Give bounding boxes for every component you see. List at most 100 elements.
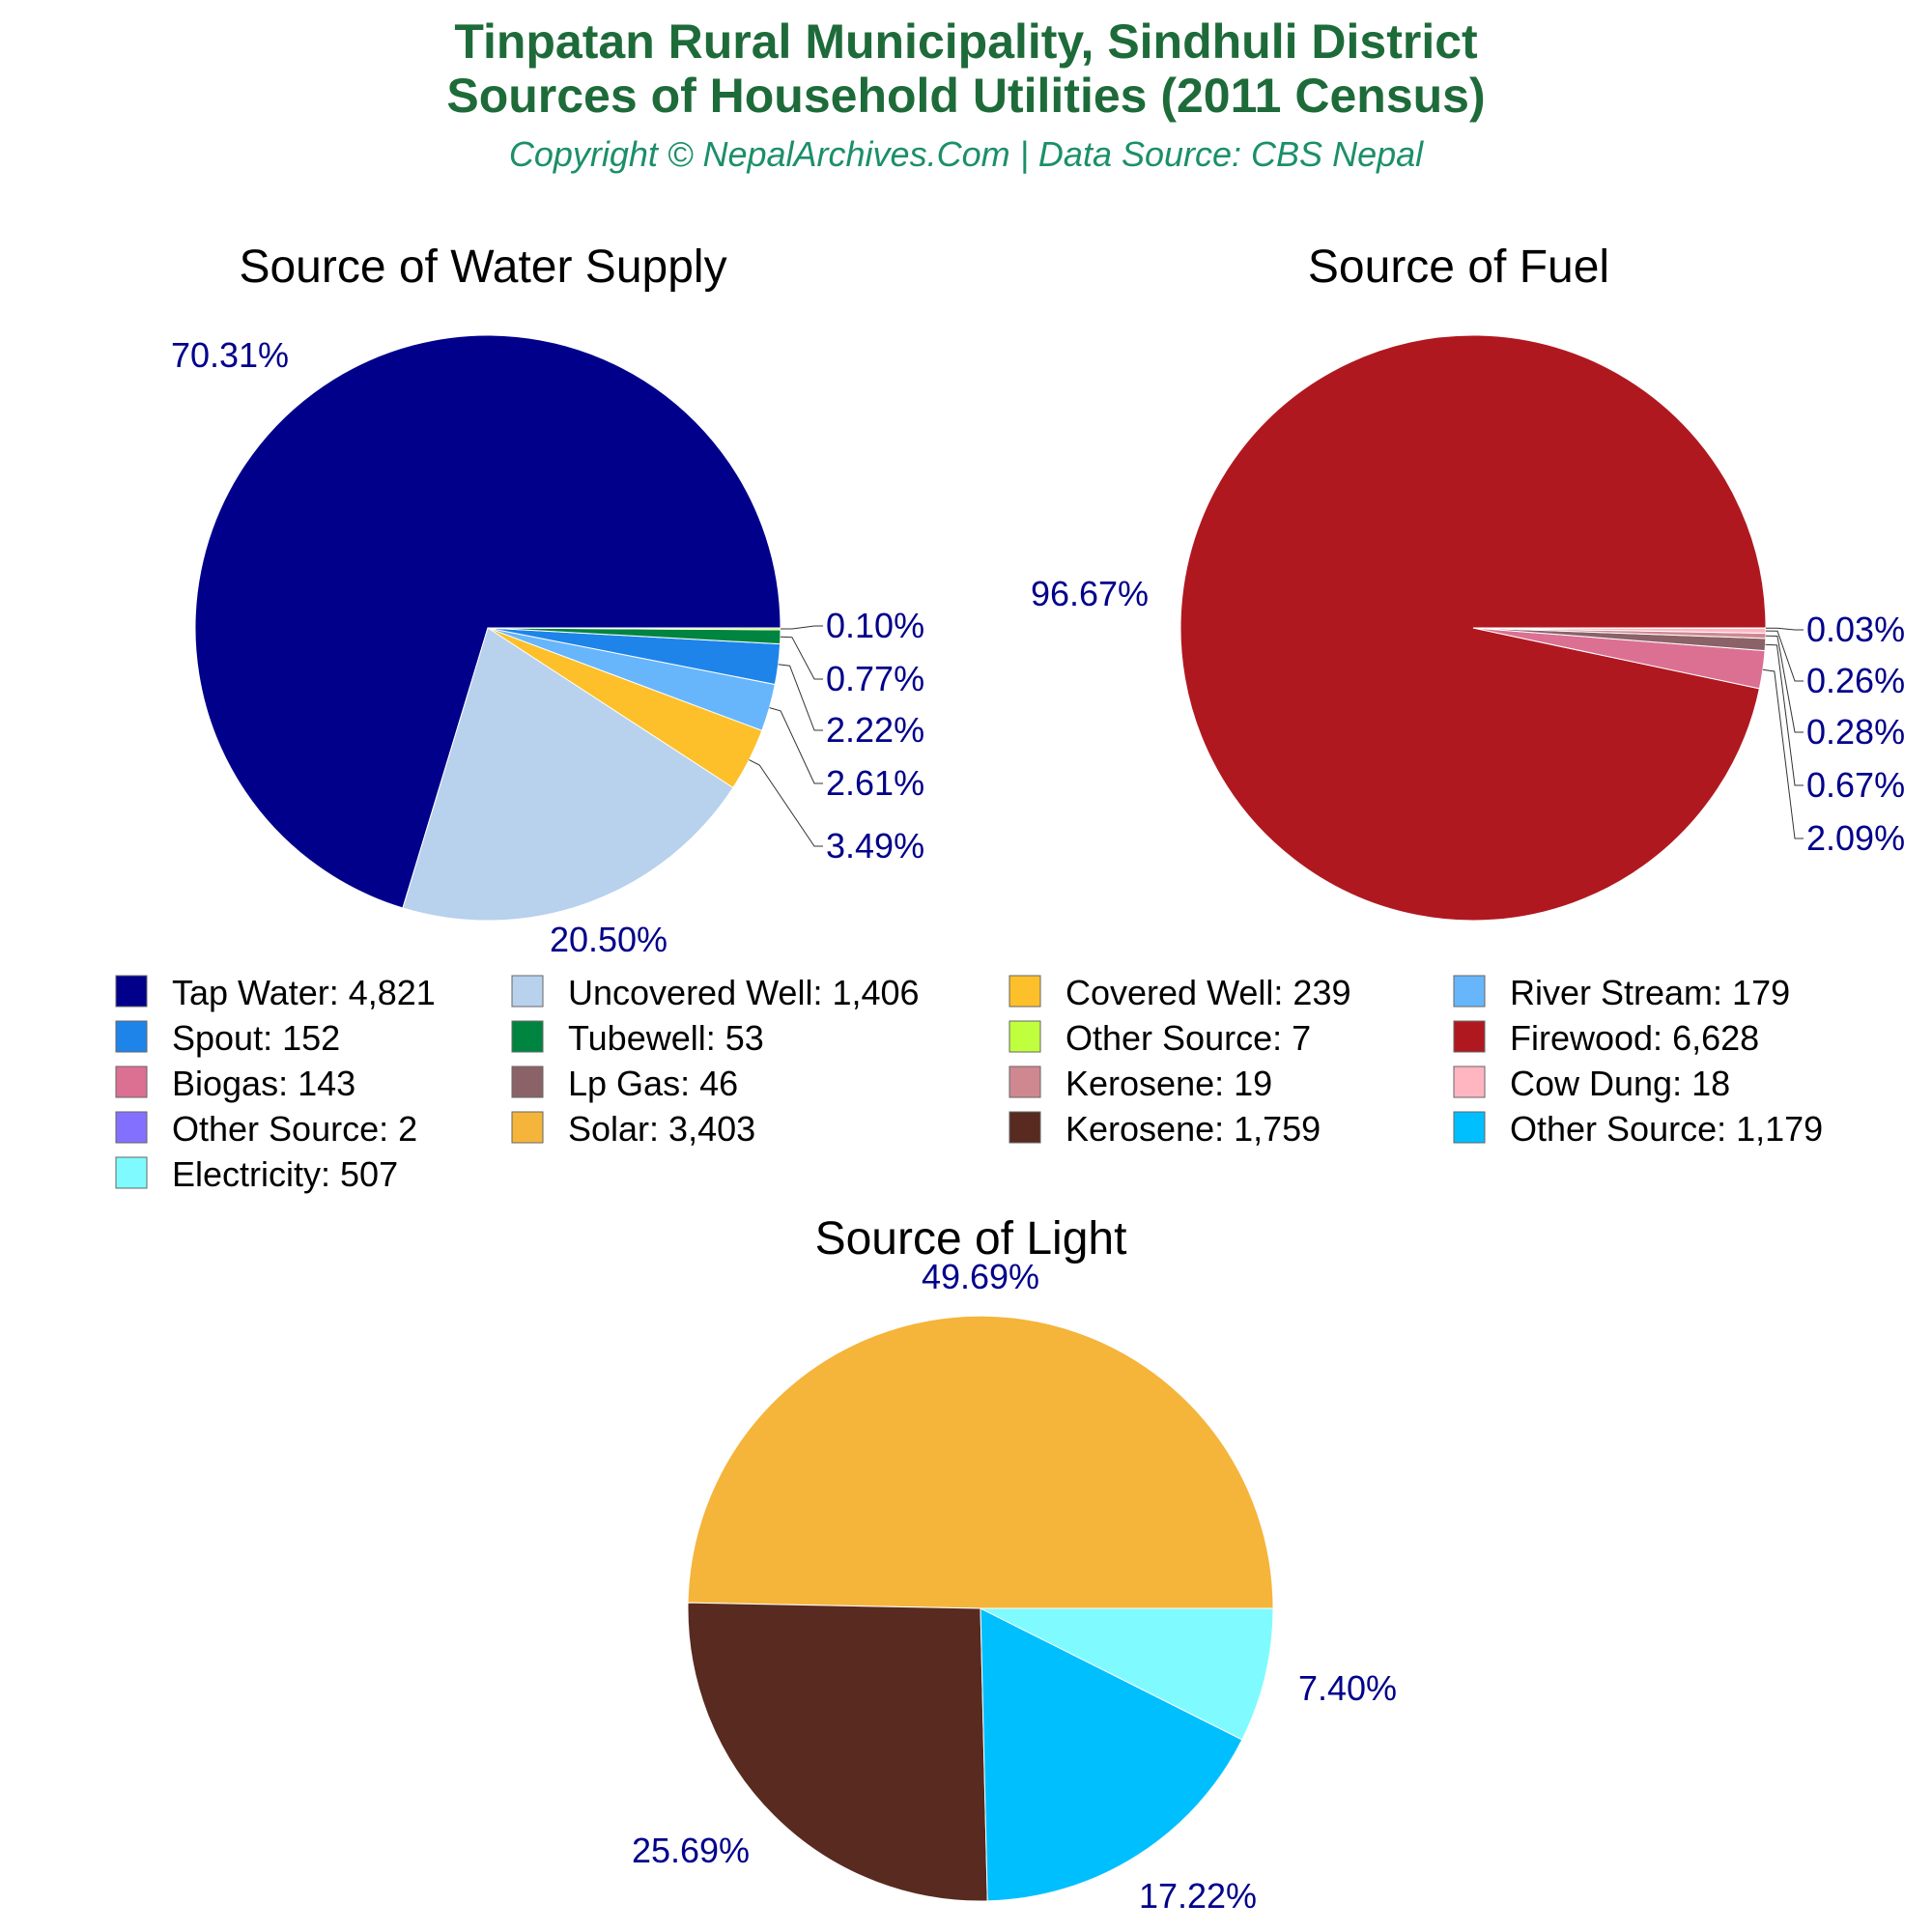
leader-line-covered-well bbox=[749, 759, 823, 847]
pct-label-firewood: 96.67% bbox=[1031, 574, 1149, 613]
pct-label-solar: 49.69% bbox=[922, 1257, 1039, 1296]
legend-item-covered-well: Covered Well: 239 bbox=[1009, 973, 1351, 1012]
pct-label-cow-dung: 0.26% bbox=[1806, 661, 1905, 700]
legend-item-kerosene: Kerosene: 1,759 bbox=[1009, 1109, 1321, 1149]
legend-swatch bbox=[1453, 1111, 1486, 1144]
legend-label: Solar: 3,403 bbox=[568, 1109, 755, 1149]
legend-item-river-stream: River Stream: 179 bbox=[1453, 973, 1790, 1012]
water-supply-pie-chart: Source of Water Supply 70.31% 20.50% 3.49%… bbox=[171, 242, 924, 959]
legend-label: Biogas: 143 bbox=[172, 1064, 355, 1103]
pct-label-other-source: 17.22% bbox=[1139, 1876, 1257, 1916]
leader-line-tubewell bbox=[780, 636, 823, 680]
leader-line-lp-gas bbox=[1765, 643, 1804, 786]
chart-title-water-supply: Source of Water Supply bbox=[239, 242, 726, 293]
pie-slice-other-source bbox=[487, 627, 781, 631]
leader-line-cow-dung bbox=[1765, 630, 1804, 682]
legend-label: Other Source: 7 bbox=[1065, 1018, 1311, 1058]
legend-label: Kerosene: 19 bbox=[1065, 1064, 1272, 1103]
pct-label-biogas: 2.09% bbox=[1806, 818, 1905, 858]
pct-label-uncovered-well: 20.50% bbox=[550, 920, 668, 959]
legend-swatch bbox=[1009, 1111, 1041, 1144]
legend-item-electricity: Electricity: 507 bbox=[115, 1154, 398, 1194]
pct-label-spout: 2.22% bbox=[826, 710, 924, 750]
pie-slice-uncovered-well bbox=[402, 627, 734, 922]
pct-label-river-stream: 2.61% bbox=[826, 763, 924, 803]
legend-swatch bbox=[115, 1111, 148, 1144]
pie-slices bbox=[194, 334, 781, 922]
pct-label-kerosene: 0.28% bbox=[1806, 712, 1905, 752]
legend: Tap Water: 4,821 Uncovered Well: 1,406 Cov… bbox=[115, 973, 1823, 1194]
legend-label: Covered Well: 239 bbox=[1065, 973, 1351, 1012]
legend-label: Cow Dung: 18 bbox=[1510, 1064, 1730, 1103]
pie-slice-tap-water bbox=[194, 334, 781, 909]
leader-line-spout bbox=[778, 664, 823, 731]
pie-slice-other-source bbox=[1472, 627, 1767, 630]
leader-line-other-source bbox=[781, 625, 823, 630]
legend-item-uncovered-well: Uncovered Well: 1,406 bbox=[511, 973, 920, 1012]
legend-item-tap-water: Tap Water: 4,821 bbox=[115, 973, 436, 1012]
pct-label-other-source: 0.03% bbox=[1806, 610, 1905, 649]
legend-item-other-source: Other Source: 7 bbox=[1009, 1018, 1311, 1058]
legend-swatch bbox=[1009, 1020, 1041, 1053]
legend-label: Lp Gas: 46 bbox=[568, 1064, 738, 1103]
legend-swatch bbox=[1009, 975, 1041, 1008]
legend-swatch bbox=[1453, 1065, 1486, 1098]
pie-slice-other-source bbox=[980, 1607, 1243, 1902]
light-pie-chart: Source of Light 49.69% 25.69% 17.22% 7.40% bbox=[632, 1213, 1397, 1916]
legend-swatch bbox=[115, 975, 148, 1008]
legend-label: Uncovered Well: 1,406 bbox=[568, 973, 920, 1012]
legend-swatch bbox=[115, 1020, 148, 1053]
pie-slice-kerosene bbox=[687, 1602, 988, 1902]
legend-label: Spout: 152 bbox=[172, 1018, 340, 1058]
legend-item-other-source: Other Source: 2 bbox=[115, 1109, 417, 1149]
legend-label: River Stream: 179 bbox=[1510, 973, 1790, 1012]
leader-line-river-stream bbox=[769, 707, 823, 784]
legend-label: Kerosene: 1,759 bbox=[1065, 1109, 1321, 1149]
leader-line-biogas bbox=[1762, 668, 1804, 839]
legend-item-tubewell: Tubewell: 53 bbox=[511, 1018, 764, 1058]
pct-label-other-source: 0.10% bbox=[826, 606, 924, 645]
pct-label-lp-gas: 0.67% bbox=[1806, 765, 1905, 805]
pct-label-electricity: 7.40% bbox=[1298, 1668, 1397, 1708]
legend-label: Tubewell: 53 bbox=[568, 1018, 764, 1058]
pie-slices bbox=[687, 1315, 1274, 1902]
pie-slice-electricity bbox=[980, 1607, 1274, 1741]
leader-line-other-source bbox=[1766, 627, 1804, 631]
chart-title-light: Source of Light bbox=[815, 1213, 1127, 1264]
legend-swatch bbox=[115, 1156, 148, 1189]
pct-label-covered-well: 3.49% bbox=[826, 826, 924, 866]
legend-label: Firewood: 6,628 bbox=[1510, 1018, 1759, 1058]
legend-item-solar: Solar: 3,403 bbox=[511, 1109, 755, 1149]
pct-label-tap-water: 70.31% bbox=[171, 335, 289, 375]
subtitle: Copyright © NepalArchives.Com | Data Sou… bbox=[509, 134, 1424, 174]
pie-slice-solar bbox=[687, 1315, 1274, 1609]
legend-item-biogas: Biogas: 143 bbox=[115, 1064, 355, 1103]
main-title-line1: Tinpatan Rural Municipality, Sindhuli Di… bbox=[454, 14, 1478, 69]
main-title-line2: Sources of Household Utilities (2011 Cen… bbox=[446, 69, 1485, 123]
legend-label: Other Source: 2 bbox=[172, 1109, 417, 1149]
legend-swatch bbox=[115, 1065, 148, 1098]
legend-label: Tap Water: 4,821 bbox=[172, 973, 436, 1012]
legend-item-cow-dung: Cow Dung: 18 bbox=[1453, 1064, 1730, 1103]
pct-label-kerosene: 25.69% bbox=[632, 1831, 750, 1870]
pct-label-tubewell: 0.77% bbox=[826, 659, 924, 698]
pie-slices bbox=[1179, 334, 1767, 922]
legend-swatch bbox=[511, 1065, 544, 1098]
legend-item-kerosene: Kerosene: 19 bbox=[1009, 1064, 1272, 1103]
chart-title-fuel: Source of Fuel bbox=[1308, 242, 1609, 293]
legend-label: Other Source: 1,179 bbox=[1510, 1109, 1823, 1149]
legend-item-spout: Spout: 152 bbox=[115, 1018, 340, 1058]
legend-swatch bbox=[1009, 1065, 1041, 1098]
legend-item-other-source: Other Source: 1,179 bbox=[1453, 1109, 1823, 1149]
legend-item-lp-gas: Lp Gas: 46 bbox=[511, 1064, 738, 1103]
legend-item-firewood: Firewood: 6,628 bbox=[1453, 1018, 1759, 1058]
legend-swatch bbox=[511, 1111, 544, 1144]
fuel-pie-chart: Source of Fuel 96.67% 2.09% 0.67% 0.28% 0.26… bbox=[1031, 242, 1905, 922]
legend-swatch bbox=[1453, 1020, 1486, 1053]
legend-swatch bbox=[1453, 975, 1486, 1008]
legend-swatch bbox=[511, 1020, 544, 1053]
leader-line-kerosene bbox=[1765, 635, 1804, 733]
legend-swatch bbox=[511, 975, 544, 1008]
